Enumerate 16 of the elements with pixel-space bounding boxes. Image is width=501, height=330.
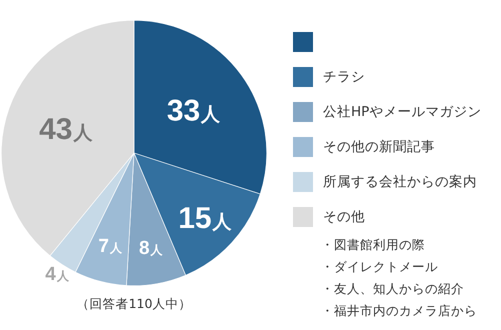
- data-label: 33人: [166, 94, 222, 128]
- legend-label: 所属する会社からの案内: [323, 172, 477, 190]
- text: ・福井市内のカメラ店から: [320, 302, 478, 320]
- legend-label: その他: [323, 208, 365, 226]
- legend-label: チラシ: [323, 68, 365, 86]
- data-label: 8人: [139, 238, 164, 259]
- data-label: 43人: [39, 112, 94, 146]
- text: ・ダイレクトメール: [320, 258, 439, 276]
- legend-label: 公社HPやメールマガジン: [323, 102, 482, 120]
- text: （回答者110人中）: [76, 296, 192, 313]
- legend-label: その他の新聞記事: [323, 138, 435, 156]
- data-label: 7人: [98, 236, 123, 258]
- text: ・友人、知人からの紹介: [320, 280, 465, 298]
- text: ・図書館利用の際: [320, 236, 426, 254]
- data-label: 4人: [45, 264, 70, 286]
- data-label: 15人: [178, 202, 233, 236]
